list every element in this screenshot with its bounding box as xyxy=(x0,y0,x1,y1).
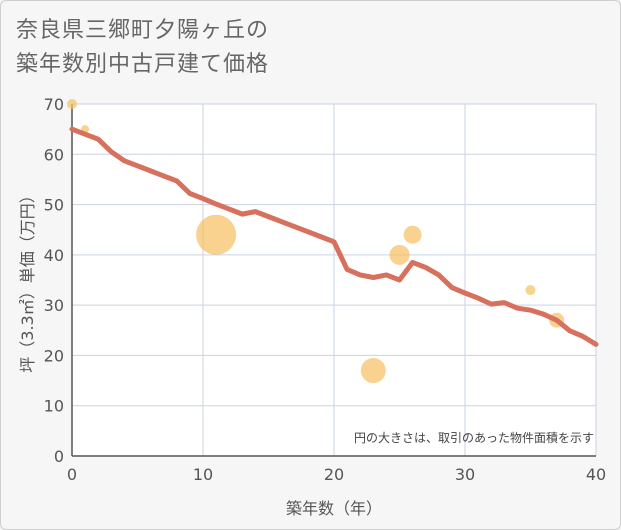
grid-lines xyxy=(71,103,597,457)
y-tick-0: 0 xyxy=(54,447,64,466)
y-tick-70: 70 xyxy=(44,95,64,114)
y-tick-50: 50 xyxy=(44,196,64,215)
x-tick-0: 0 xyxy=(67,465,77,484)
bubble-3 xyxy=(360,358,386,384)
y-tick-20: 20 xyxy=(44,346,64,365)
y-tick-30: 30 xyxy=(44,296,64,315)
title-line-1: 奈良県三郷町夕陽ヶ丘の xyxy=(16,18,270,43)
bubble-2 xyxy=(196,214,237,255)
chart-title: 奈良県三郷町夕陽ヶ丘の 築年数別中古戸建て価格 xyxy=(16,14,269,82)
bubble-4 xyxy=(389,244,410,265)
bubble-6 xyxy=(525,285,536,296)
x-tick-10: 10 xyxy=(193,465,213,484)
bubble-0 xyxy=(67,99,77,109)
y-tick-40: 40 xyxy=(44,246,64,265)
y-axis-title: 坪（3.3㎡）単価（万円） xyxy=(18,187,37,372)
size-note: 円の大きさは、取引のあった物件面積を示す xyxy=(354,430,594,445)
y-tick-60: 60 xyxy=(44,145,64,164)
bubble-5 xyxy=(403,225,422,244)
y-tick-10: 10 xyxy=(44,397,64,416)
x-tick-40: 40 xyxy=(586,465,606,484)
y-tick-labels: 0 10 20 30 40 50 60 70 xyxy=(44,95,64,466)
title-line-2: 築年数別中古戸建て価格 xyxy=(16,52,270,77)
bubble-series xyxy=(67,99,565,384)
x-axis-title: 築年数（年） xyxy=(286,499,382,518)
trend-line xyxy=(69,126,599,347)
x-tick-labels: 0 10 20 30 40 xyxy=(67,465,606,484)
x-tick-20: 20 xyxy=(324,465,344,484)
x-tick-30: 30 xyxy=(455,465,475,484)
